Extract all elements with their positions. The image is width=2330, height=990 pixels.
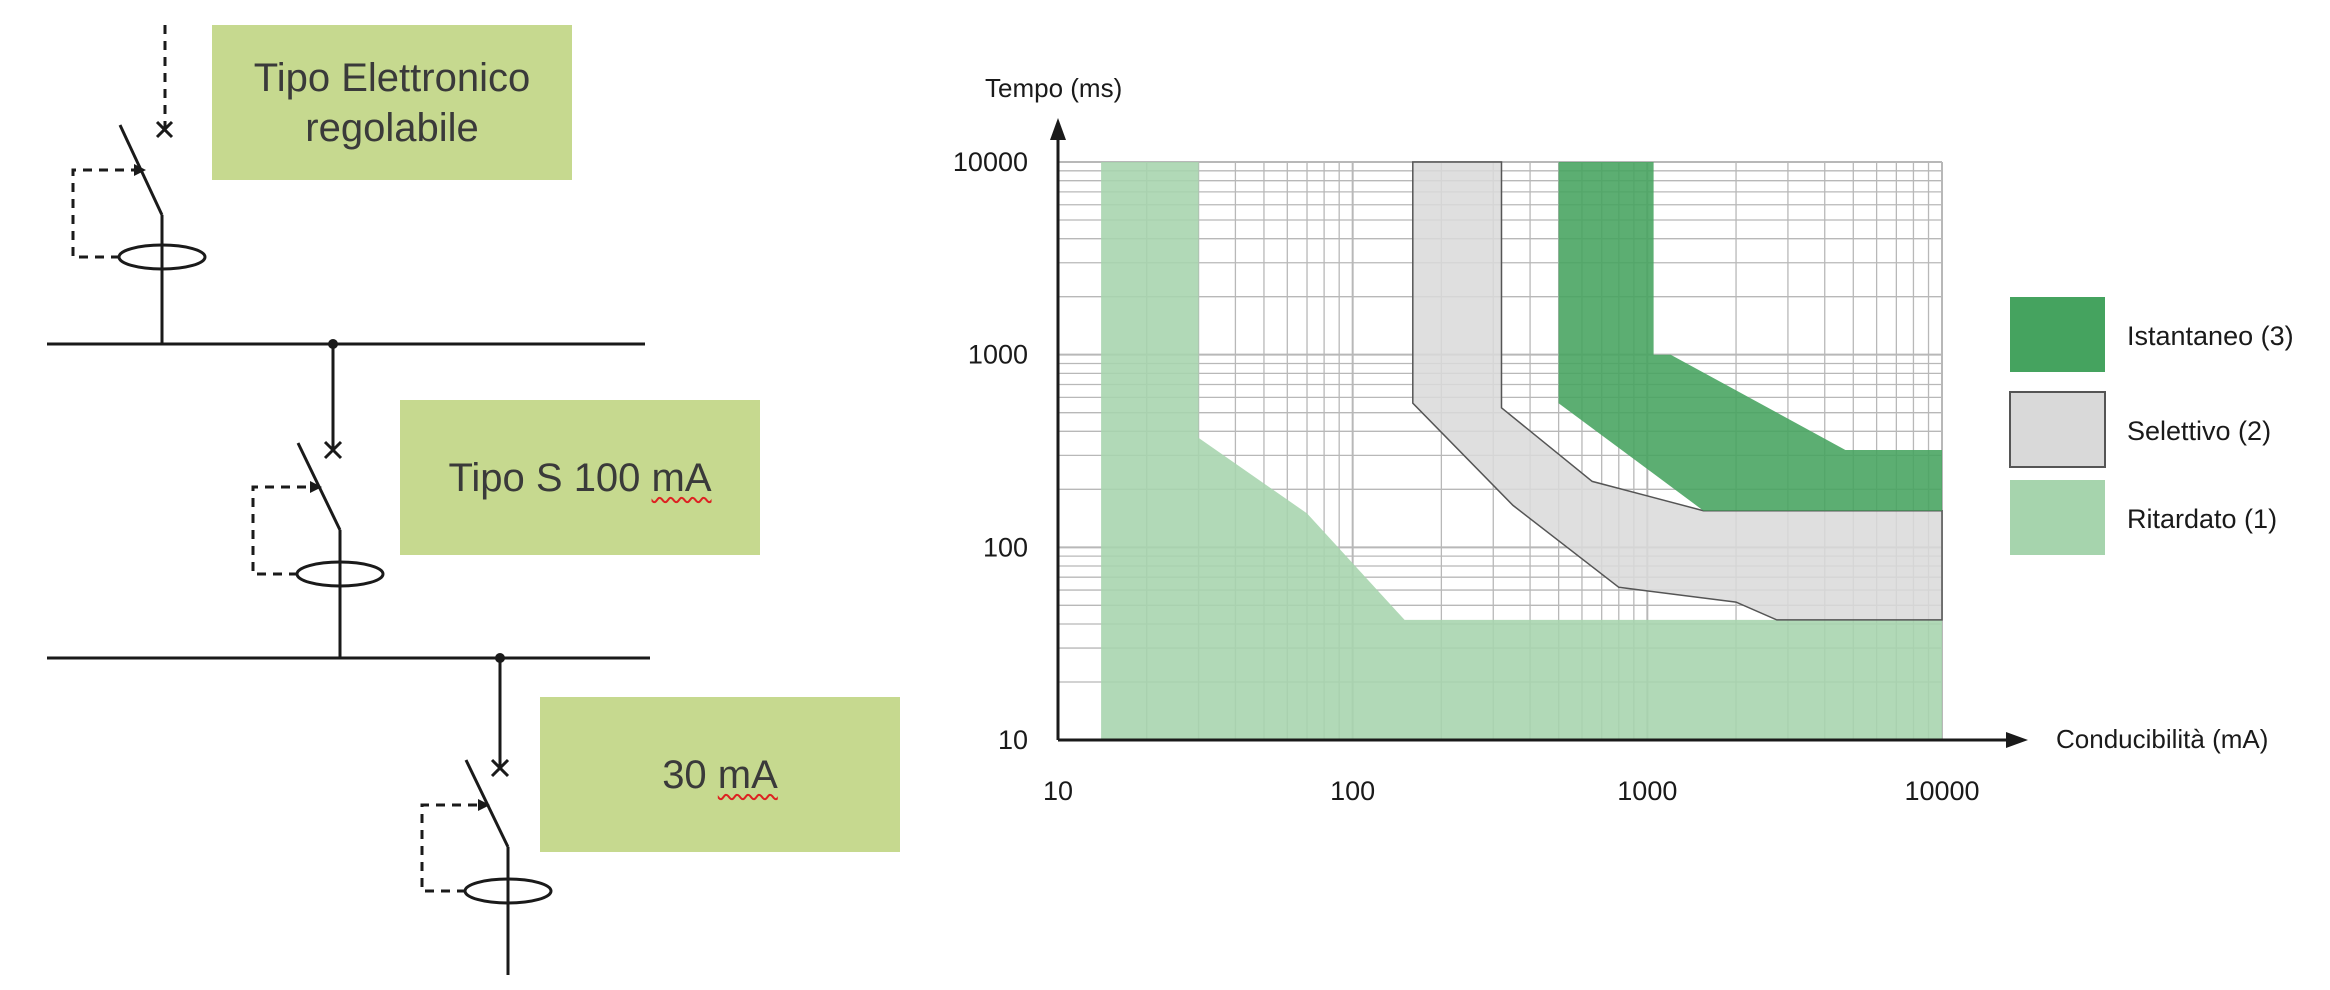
label-box-30ma-text: 30	[662, 752, 718, 797]
y-tick-label: 10	[998, 725, 1028, 755]
label-box-30ma: 30 mA	[540, 697, 900, 852]
legend-swatch	[2009, 391, 2106, 468]
y-tick-label: 1000	[968, 340, 1028, 370]
breaker-3-trip-link	[420, 803, 484, 893]
chart-legend: Istantaneo (3) Selettivo (2) Ritardato (1)	[2009, 297, 2294, 555]
label-box-30ma-unit: mA	[717, 752, 778, 797]
legend-label: Selettivo (2)	[2127, 416, 2271, 446]
y-axis-label: Tempo (ms)	[985, 73, 1122, 103]
legend-swatch	[2010, 297, 2105, 372]
breaker-3-trip-mark	[490, 758, 510, 778]
x-tick-label: 10	[1043, 776, 1073, 806]
chart-bands	[1101, 161, 1943, 740]
breaker-1-trip-mark	[155, 120, 174, 139]
legend-swatch	[2010, 480, 2105, 555]
breaker-1-trip-link	[71, 168, 140, 259]
label-box-type-s-text: Tipo S 100	[448, 455, 652, 500]
band-selettivo	[1412, 161, 1943, 621]
y-tick-label: 100	[983, 532, 1028, 562]
breaker-2-trip-link	[251, 485, 316, 576]
breaker-3-trip-arrow	[478, 799, 490, 811]
x-axis-label: Conducibilità (mA)	[2056, 724, 2268, 754]
legend-label: Istantaneo (3)	[2127, 321, 2294, 351]
x-tick-label: 100	[1330, 776, 1375, 806]
breaker-2-trip-mark	[323, 440, 343, 460]
breaker-2-trip-arrow	[310, 481, 322, 493]
circuit-diagram	[47, 25, 650, 975]
chart-axes	[1050, 118, 2028, 748]
y-tick-label: 10000	[953, 147, 1028, 177]
y-axis-arrow	[1050, 118, 1066, 140]
breaker-1-trip-arrow	[134, 164, 146, 176]
x-axis-arrow	[2006, 732, 2028, 748]
x-tick-label: 1000	[1617, 776, 1677, 806]
x-tick-label: 10000	[1904, 776, 1979, 806]
band-ritardato	[1101, 162, 1942, 740]
band-istantaneo	[1558, 162, 1942, 511]
label-box-electronic: Tipo Elettronico regolabile	[212, 25, 572, 180]
label-box-electronic-line1: Tipo Elettronico	[253, 55, 531, 100]
label-box-type-s: Tipo S 100 mA	[400, 400, 760, 555]
legend-label: Ritardato (1)	[2127, 504, 2277, 534]
label-box-electronic-line2: regolabile	[305, 105, 479, 150]
label-box-type-s-unit: mA	[651, 455, 712, 500]
chart-tick-labels: 10 100 1000 10000 10 100 1000 10000	[953, 147, 1980, 806]
